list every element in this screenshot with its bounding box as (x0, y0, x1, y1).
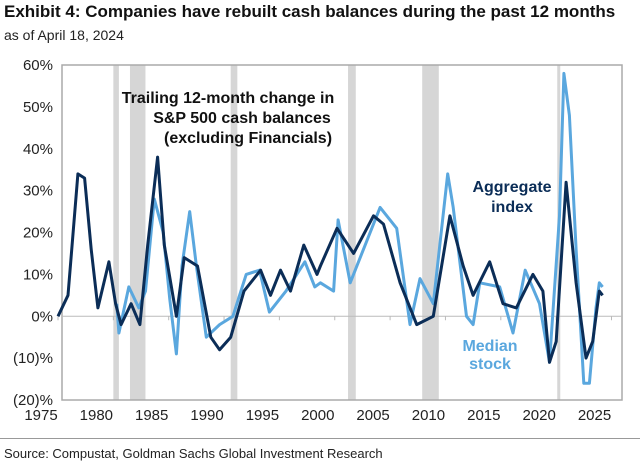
x-tick-label: 2010 (412, 407, 445, 424)
recession-band (113, 65, 119, 400)
divider (0, 438, 640, 439)
source-note: Source: Compustat, Goldman Sachs Global … (4, 446, 383, 461)
y-tick-label: 10% (23, 266, 53, 283)
median-stock-label: Median (462, 338, 517, 355)
exhibit-date: as of April 18, 2024 (4, 27, 124, 43)
x-tick-label: 2000 (301, 407, 334, 424)
plot-frame (61, 64, 623, 401)
recession-band (230, 65, 238, 400)
x-tick-label: 2015 (467, 407, 500, 424)
y-tick-label: (10)% (13, 350, 53, 367)
chart-title-line: (excluding Financials) (164, 130, 332, 147)
x-tick-label: 1980 (80, 407, 113, 424)
y-tick-label: 40% (23, 141, 53, 158)
aggregate-index-label: index (491, 199, 533, 216)
recession-band (422, 65, 439, 400)
recession-band (348, 65, 356, 400)
y-tick-label: 0% (31, 308, 53, 325)
x-tick-label: 2025 (578, 407, 611, 424)
median-stock-label: stock (469, 356, 511, 373)
x-tick-label: 1985 (135, 407, 168, 424)
y-tick-label: 60% (23, 57, 53, 74)
x-tick-label: 1990 (190, 407, 223, 424)
aggregate-index-label: Aggregate (472, 179, 551, 196)
series-line-median-stock (115, 71, 604, 385)
x-tick-label: 1975 (24, 407, 57, 424)
chart-title-line: Trailing 12-month change in (122, 90, 334, 107)
x-tick-label: 2005 (356, 407, 389, 424)
y-tick-label: (20)% (13, 392, 53, 409)
recession-band (129, 65, 146, 400)
chart-title-line: S&P 500 cash balances (153, 110, 331, 127)
x-tick-label: 2020 (522, 407, 555, 424)
y-tick-label: 20% (23, 225, 53, 242)
y-tick-label: 30% (23, 183, 53, 200)
exhibit-title: Exhibit 4: Companies have rebuilt cash b… (4, 2, 616, 21)
y-tick-label: 50% (23, 99, 53, 116)
series-line-aggregate-index (56, 155, 604, 364)
x-tick-label: 1995 (246, 407, 279, 424)
